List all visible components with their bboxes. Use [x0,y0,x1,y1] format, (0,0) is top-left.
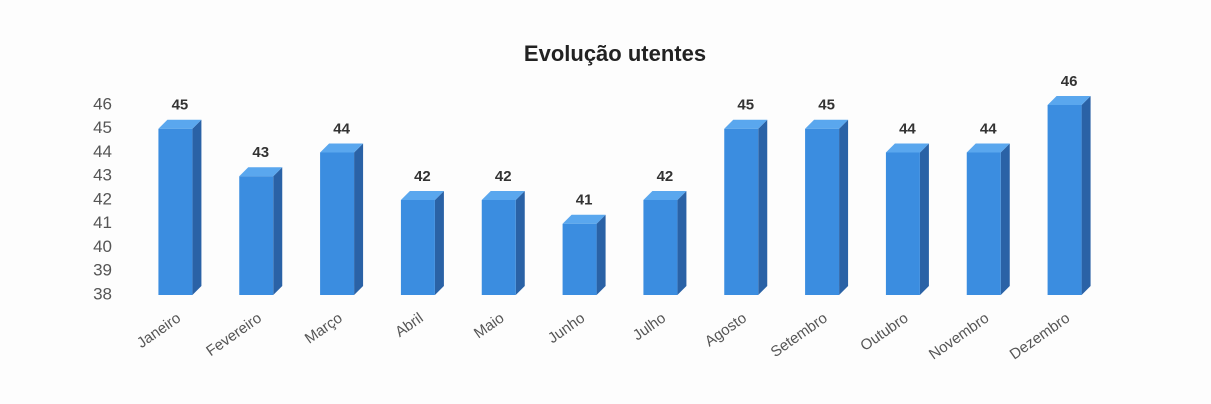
bar-side [354,143,364,295]
bar [562,223,597,295]
bar-top [158,119,202,129]
bar-side [758,119,768,295]
bar-side [919,143,929,295]
data-label: 45 [172,97,189,114]
y-tick-label: 45 [93,118,112,137]
bar-side [677,191,687,295]
bar-side [192,119,202,295]
data-label: 44 [899,120,916,137]
bar [643,200,678,295]
data-label: 42 [414,168,431,185]
bar [400,200,435,295]
bar-side [596,214,606,295]
data-label: 43 [252,144,269,161]
bar-side [434,191,444,295]
y-tick-label: 46 [93,94,112,113]
bar-side [839,119,849,295]
y-tick-label: 44 [93,142,112,161]
y-tick-label: 38 [93,284,112,303]
bar-top [1047,96,1091,105]
bar-top [239,167,283,177]
data-label: 45 [818,97,835,114]
bar [1047,105,1082,295]
y-tick-label: 41 [93,213,112,232]
y-tick-label: 42 [93,189,112,208]
bar [724,128,759,295]
bar-top [643,191,687,200]
data-label: 42 [657,168,674,185]
bar-top [885,143,929,153]
chart-title: Evolução utentes [524,41,706,66]
y-tick-label: 43 [93,166,112,185]
bar [481,200,516,295]
bar [805,128,840,295]
y-tick-label: 40 [93,237,112,256]
bar [320,152,355,295]
data-label: 41 [576,192,593,209]
bar [885,152,920,295]
bar [966,152,1001,295]
data-label: 46 [1061,73,1078,90]
bar-top [966,143,1010,153]
bar-top [562,214,606,224]
bar-top [481,191,525,200]
bar-side [1000,143,1010,295]
bar-top [724,119,768,129]
y-tick-label: 39 [93,261,112,280]
bar [239,176,274,295]
data-label: 44 [980,120,997,137]
data-label: 44 [333,120,350,137]
bar-top [805,119,849,129]
bar [158,128,193,295]
bar-side [273,167,283,295]
bar-top [400,191,444,200]
bar-side [515,191,525,295]
bar-top [320,143,364,153]
data-label: 42 [495,168,512,185]
bar-side [1081,96,1091,295]
data-label: 45 [737,97,754,114]
